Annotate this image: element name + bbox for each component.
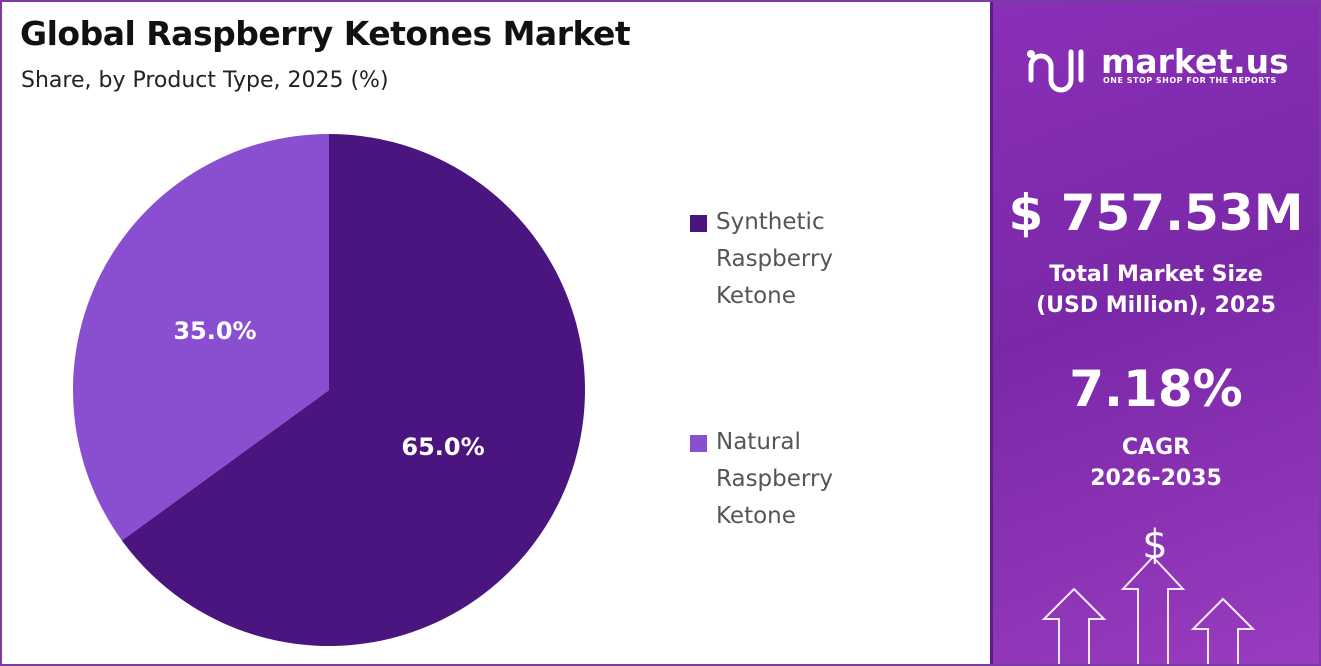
chart-title: Global Raspberry Ketones Market: [20, 14, 631, 53]
market-size: $ 757.53M: [1008, 184, 1304, 242]
side-panel: $ market.us ONE STOP SHOP FOR THE REPORT…: [990, 2, 1319, 664]
legend-entry: Natural Raspberry Ketone: [690, 424, 860, 535]
market-size-label: Total Market Size (USD Million), 2025: [1036, 262, 1276, 318]
chart-subtitle: Share, by Product Type, 2025 (%): [21, 68, 389, 93]
pie-slice: [73, 134, 329, 541]
legend-entry: Synthetic Raspberry Ketone: [690, 204, 860, 315]
data-label: 65.0%: [401, 433, 484, 461]
data-label: 35.0%: [173, 317, 256, 345]
legend-label: Synthetic Raspberry Ketone: [716, 209, 834, 309]
dollar-icon: $: [1142, 522, 1167, 568]
legend-swatch: [690, 435, 707, 452]
cagr: 7.18%: [1069, 360, 1243, 418]
legend-label: Natural Raspberry Ketone: [716, 429, 834, 529]
decoration: $: [1027, 49, 1256, 664]
pie-slice: [121, 134, 585, 646]
logo: market.us: [1101, 42, 1289, 81]
cagr-label: CAGR 2026-2035: [1090, 435, 1222, 491]
pie-chart: 65.0% 35.0%: [73, 134, 585, 646]
tagline: ONE STOP SHOP FOR THE REPORTS: [1103, 76, 1277, 85]
legend-swatch: [690, 215, 707, 232]
